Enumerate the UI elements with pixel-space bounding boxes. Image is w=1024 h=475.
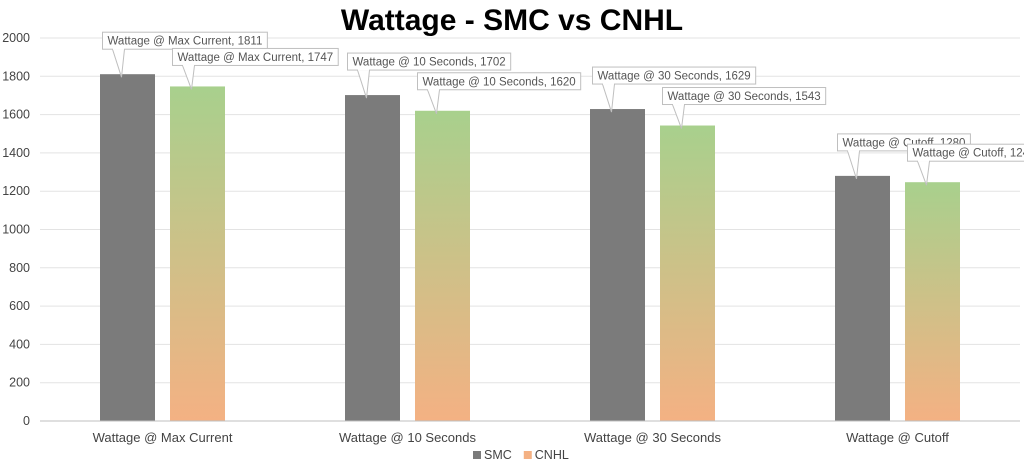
bar-smc <box>835 175 890 421</box>
bar-smc <box>100 74 155 422</box>
callout-pointer <box>111 48 126 78</box>
y-tick-label: 800 <box>9 261 30 275</box>
y-tick-label: 200 <box>9 376 30 390</box>
category-label: Wattage @ 30 Seconds <box>584 430 722 445</box>
y-tick-label: 1200 <box>2 184 30 198</box>
data-label: Wattage @ Cutoff, 1247 <box>913 148 1024 160</box>
data-label: Wattage @ 30 Seconds, 1543 <box>668 91 821 103</box>
bar-cnhl <box>415 110 470 422</box>
legend-swatch-cnhl <box>523 451 532 459</box>
legend-swatch-smc <box>473 451 481 459</box>
category-label: Wattage @ Cutoff <box>846 430 949 445</box>
data-label: Wattage @ 30 Seconds, 1629 <box>598 71 751 83</box>
y-tick-label: 1600 <box>2 108 30 122</box>
y-tick-label: 1800 <box>2 69 30 83</box>
data-callouts: Wattage @ Max Current, 1811 Wattage @ 10 … <box>102 31 1024 186</box>
data-label: Wattage @ 10 Seconds, 1702 <box>353 57 506 69</box>
bar-smc <box>590 109 645 421</box>
callout-pointer <box>426 89 441 114</box>
callout-pointer <box>916 160 931 186</box>
category-labels: Wattage @ Max Current Wattage @ 10 Second… <box>93 430 950 445</box>
y-tick-label: 0 <box>23 414 30 428</box>
callout-box <box>907 143 1024 162</box>
bar-smc <box>345 95 400 421</box>
legend-label-cnhl: CNHL <box>535 448 569 462</box>
y-tick-label: 400 <box>9 337 30 351</box>
bar-cnhl <box>905 182 960 421</box>
data-label: Wattage @ Max Current, 1747 <box>178 52 334 64</box>
bar-cnhl <box>660 125 715 421</box>
callout-box <box>662 87 827 106</box>
callout-box <box>417 72 582 91</box>
callout-box <box>347 52 512 71</box>
chart-title: Wattage - SMC vs CNHL <box>341 4 683 37</box>
legend-label-smc: SMC <box>484 448 512 462</box>
y-tick-label: 1400 <box>2 146 30 160</box>
callout-pointer <box>671 104 686 129</box>
y-tick-label: 1000 <box>2 223 30 237</box>
y-axis-ticks: 0 200 400 600 800 1000 1200 1400 1600 1800 2000 <box>2 31 30 428</box>
callout-pointer <box>356 69 371 99</box>
category-label: Wattage @ 10 Seconds <box>339 430 477 445</box>
y-tick-label: 600 <box>9 299 30 313</box>
y-tick-label: 2000 <box>2 31 30 45</box>
bars <box>100 74 960 422</box>
legend: SMC CNHL <box>473 448 569 462</box>
callout-pointer <box>181 64 196 90</box>
callout-box <box>592 66 757 85</box>
callout-box <box>172 47 339 66</box>
data-label: Wattage @ 10 Seconds, 1620 <box>423 76 576 88</box>
callout-pointer <box>601 83 616 113</box>
category-label: Wattage @ Max Current <box>93 430 233 445</box>
data-label: Wattage @ Max Current, 1811 <box>108 36 263 48</box>
bar-cnhl <box>170 86 225 422</box>
callout-pointer <box>846 150 861 180</box>
